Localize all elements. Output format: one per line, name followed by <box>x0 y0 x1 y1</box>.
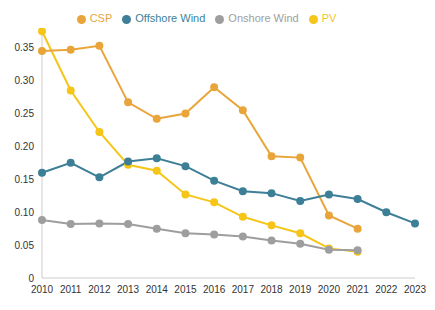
svg-text:2019: 2019 <box>289 284 312 295</box>
svg-text:0: 0 <box>28 273 34 284</box>
svg-text:2013: 2013 <box>117 284 140 295</box>
svg-text:2015: 2015 <box>174 284 197 295</box>
svg-text:2017: 2017 <box>232 284 255 295</box>
svg-text:2011: 2011 <box>60 284 82 295</box>
svg-text:2021: 2021 <box>346 284 369 295</box>
svg-text:0.35: 0.35 <box>15 42 35 53</box>
svg-text:2012: 2012 <box>88 284 111 295</box>
svg-text:2014: 2014 <box>146 284 169 295</box>
svg-text:2023: 2023 <box>404 284 427 295</box>
svg-text:0.20: 0.20 <box>15 141 35 152</box>
svg-text:2016: 2016 <box>203 284 226 295</box>
svg-text:0.30: 0.30 <box>15 75 35 86</box>
svg-text:0.15: 0.15 <box>15 174 35 185</box>
svg-text:0.05: 0.05 <box>15 240 35 251</box>
svg-text:2010: 2010 <box>31 284 54 295</box>
html-text:CSP: CSP <box>89 12 113 24</box>
html-text:PV: PV <box>321 12 337 24</box>
html-text:Offshore Wind: Offshore Wind <box>135 12 206 24</box>
svg-text:0.10: 0.10 <box>15 207 35 218</box>
svg-text:0.25: 0.25 <box>15 108 35 119</box>
svg-text:2022: 2022 <box>375 284 398 295</box>
svg-text:2020: 2020 <box>318 284 341 295</box>
html-text:Onshore Wind: Onshore Wind <box>228 12 299 24</box>
svg-text:2018: 2018 <box>260 284 283 295</box>
